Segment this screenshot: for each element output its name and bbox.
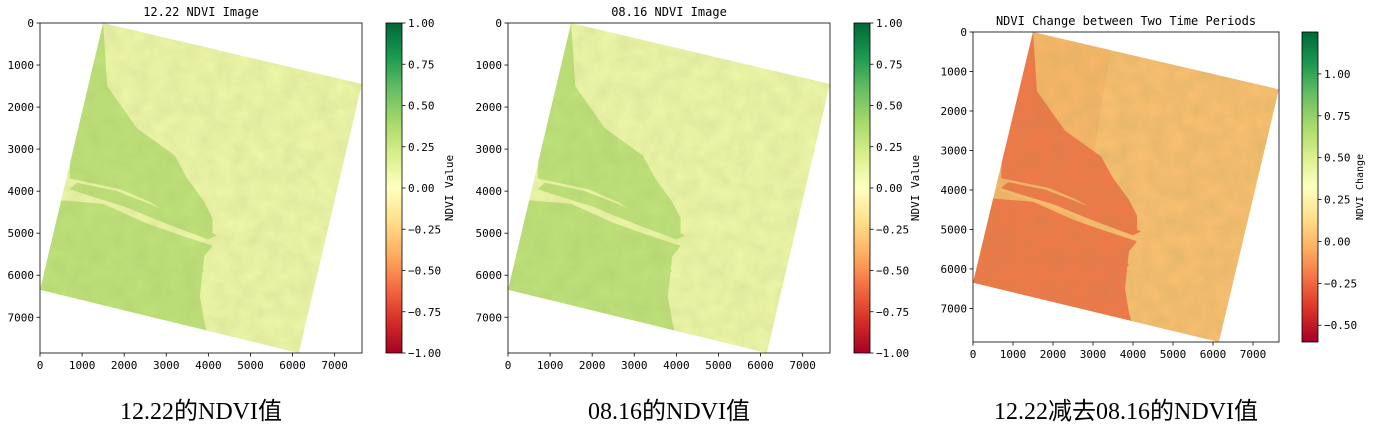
ndvi-image-1222	[40, 23, 362, 353]
colorbar-tick-label: −0.25	[1324, 277, 1357, 290]
x-tick-label: 2000	[1040, 348, 1067, 361]
caption-change: 12.22减去08.16的NDVI值	[994, 399, 1258, 425]
colorbar-tick-label: 0.75	[408, 58, 435, 71]
caption-0816: 08.16的NDVI值	[588, 399, 750, 425]
colorbar-label-1222: NDVI Value	[443, 155, 456, 221]
x-tick-label: 0	[505, 359, 512, 372]
y-tick-label: 3000	[476, 143, 503, 156]
x-tick-label: 6000	[1200, 348, 1227, 361]
colorbar-tick-label: 0.25	[1324, 194, 1351, 207]
axes-frame-0816	[507, 22, 831, 354]
colorbar-tick-label: 0.00	[408, 182, 435, 195]
y-tick-label: 1000	[941, 65, 968, 78]
colorbar-tick-label: 0.75	[876, 58, 903, 71]
colorbar-tick-label: −0.50	[876, 265, 909, 278]
y-tick-label: 0	[960, 26, 967, 39]
y-tick-label: 6000	[476, 269, 503, 282]
y-tick-label: 3000	[8, 143, 35, 156]
colorbar-tick-label: 0.00	[876, 182, 903, 195]
colorbar-tick-label: −1.00	[876, 347, 909, 360]
colorbar-1222	[386, 23, 402, 353]
y-tick-label: 5000	[476, 227, 503, 240]
x-tick-label: 5000	[237, 359, 264, 372]
y-tick-label: 6000	[941, 263, 968, 276]
chart-title-change: NDVI Change between Two Time Periods	[996, 14, 1256, 28]
x-tick-label: 0	[37, 359, 44, 372]
ndvi-image-change	[973, 32, 1279, 342]
colorbar-tick-label: −1.00	[408, 347, 441, 360]
y-tick-label: 5000	[8, 227, 35, 240]
y-tick-label: 1000	[476, 59, 503, 72]
colorbar-tick-label: −0.75	[876, 306, 909, 319]
x-tick-label: 3000	[153, 359, 180, 372]
y-tick-label: 3000	[941, 144, 968, 157]
y-tick-label: 0	[495, 17, 502, 30]
colorbar-tick-label: 1.00	[408, 17, 435, 30]
x-tick-label: 5000	[1160, 348, 1187, 361]
x-tick-label: 2000	[579, 359, 606, 372]
x-tick-label: 7000	[321, 359, 348, 372]
x-tick-label: 6000	[747, 359, 774, 372]
axes-frame-1222	[39, 22, 363, 354]
chart-title-0816: 08.16 NDVI Image	[611, 5, 727, 19]
colorbar-tick-label: −0.25	[876, 223, 909, 236]
x-tick-label: 1000	[1000, 348, 1027, 361]
y-tick-label: 5000	[941, 223, 968, 236]
colorbar-tick-label: −0.25	[408, 223, 441, 236]
y-tick-label: 1000	[8, 59, 35, 72]
ndvi-image-0816	[508, 23, 830, 353]
x-tick-label: 1000	[537, 359, 564, 372]
colorbar-tick-label: −0.50	[408, 265, 441, 278]
colorbar-tick-label: −0.50	[1324, 319, 1357, 332]
y-tick-label: 7000	[476, 311, 503, 324]
colorbar-tick-label: 0.25	[408, 141, 435, 154]
y-tick-label: 4000	[941, 184, 968, 197]
caption-1222: 12.22的NDVI值	[120, 399, 282, 425]
colorbar-tick-label: 0.50	[1324, 152, 1351, 165]
colorbar-tick-label: 0.25	[876, 141, 903, 154]
y-tick-label: 7000	[8, 311, 35, 324]
colorbar-0816	[854, 23, 870, 353]
colorbar-tick-label: 0.75	[1324, 110, 1351, 123]
colorbar-tick-label: 0.50	[876, 100, 903, 113]
y-tick-label: 0	[27, 17, 34, 30]
image-texture	[40, 23, 362, 353]
x-tick-label: 5000	[705, 359, 732, 372]
x-tick-label: 4000	[195, 359, 222, 372]
figure-canvas: 12.22 NDVI Image 0 1000 2000 3000 4000 5000 600…	[8, 5, 1367, 372]
y-tick-label: 4000	[8, 185, 35, 198]
chart-title-1222: 12.22 NDVI Image	[143, 5, 259, 19]
x-tick-label: 1000	[69, 359, 96, 372]
y-tick-label: 7000	[941, 302, 968, 315]
y-tick-label: 2000	[476, 101, 503, 114]
image-texture	[508, 23, 830, 353]
axes-frame-change	[972, 31, 1280, 343]
colorbar-tick-label: −0.75	[408, 306, 441, 319]
x-tick-label: 4000	[663, 359, 690, 372]
y-tick-label: 2000	[941, 105, 968, 118]
x-tick-label: 7000	[1240, 348, 1267, 361]
x-tick-label: 6000	[279, 359, 306, 372]
y-tick-label: 4000	[476, 185, 503, 198]
colorbar-frame	[1301, 31, 1319, 343]
x-tick-label: 7000	[789, 359, 816, 372]
y-tick-label: 2000	[8, 101, 35, 114]
x-tick-label: 0	[970, 348, 977, 361]
x-tick-label: 2000	[111, 359, 138, 372]
colorbar-tick-label: 0.50	[408, 100, 435, 113]
colorbar-label-change: NDVI Change	[1355, 154, 1366, 220]
colorbar-tick-label: 0.00	[1324, 235, 1351, 248]
x-tick-label: 3000	[1080, 348, 1107, 361]
image-texture	[973, 32, 1279, 342]
colorbar-change	[1302, 32, 1318, 342]
colorbar-tick-label: 1.00	[876, 17, 903, 30]
x-tick-label: 4000	[1120, 348, 1147, 361]
colorbar-tick-label: 1.00	[1324, 68, 1351, 81]
colorbar-label-0816: NDVI Value	[909, 155, 922, 221]
y-tick-label: 6000	[8, 269, 35, 282]
x-tick-label: 3000	[621, 359, 648, 372]
